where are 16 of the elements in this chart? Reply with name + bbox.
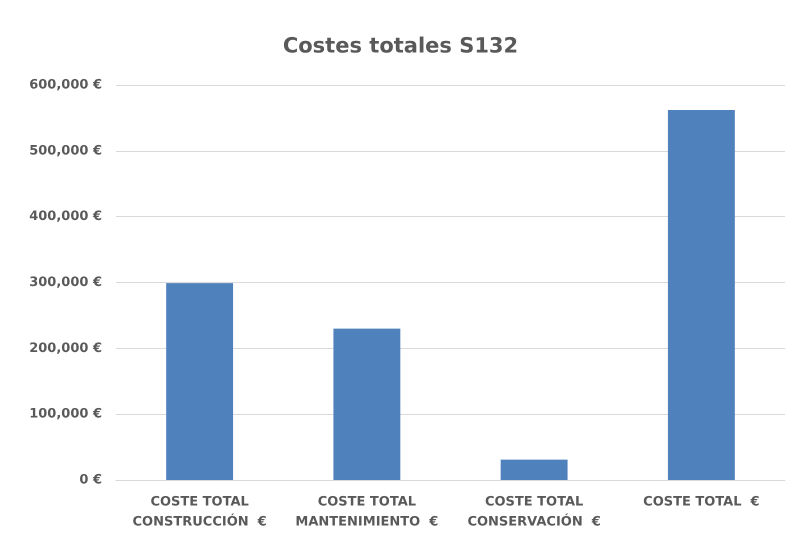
bar: [668, 110, 735, 480]
y-tick-label: 200,000 €: [29, 340, 102, 356]
x-tick-label: COSTE TOTAL €: [643, 494, 760, 510]
x-tick-label: COSTE TOTAL CONSTRUCCIÓN €: [132, 494, 267, 530]
y-tick-label: 100,000 €: [29, 406, 102, 422]
bar: [166, 283, 234, 480]
y-tick-label: 400,000 €: [29, 209, 102, 224]
y-tick-label: 300,000 €: [29, 275, 102, 290]
chart-title: Costes totales S132: [282, 34, 518, 58]
y-tick-label: 500,000 €: [29, 143, 102, 158]
y-tick-label: 600,000 €: [29, 78, 102, 92]
x-tick-label: COSTE TOTAL CONSERVACIÓN €: [467, 494, 601, 530]
y-tick-label: 0 €: [79, 472, 102, 488]
x-tick-label: COSTE TOTAL MANTENIMIENTO €: [295, 494, 438, 530]
bar: [500, 460, 568, 480]
bar: [333, 328, 400, 480]
